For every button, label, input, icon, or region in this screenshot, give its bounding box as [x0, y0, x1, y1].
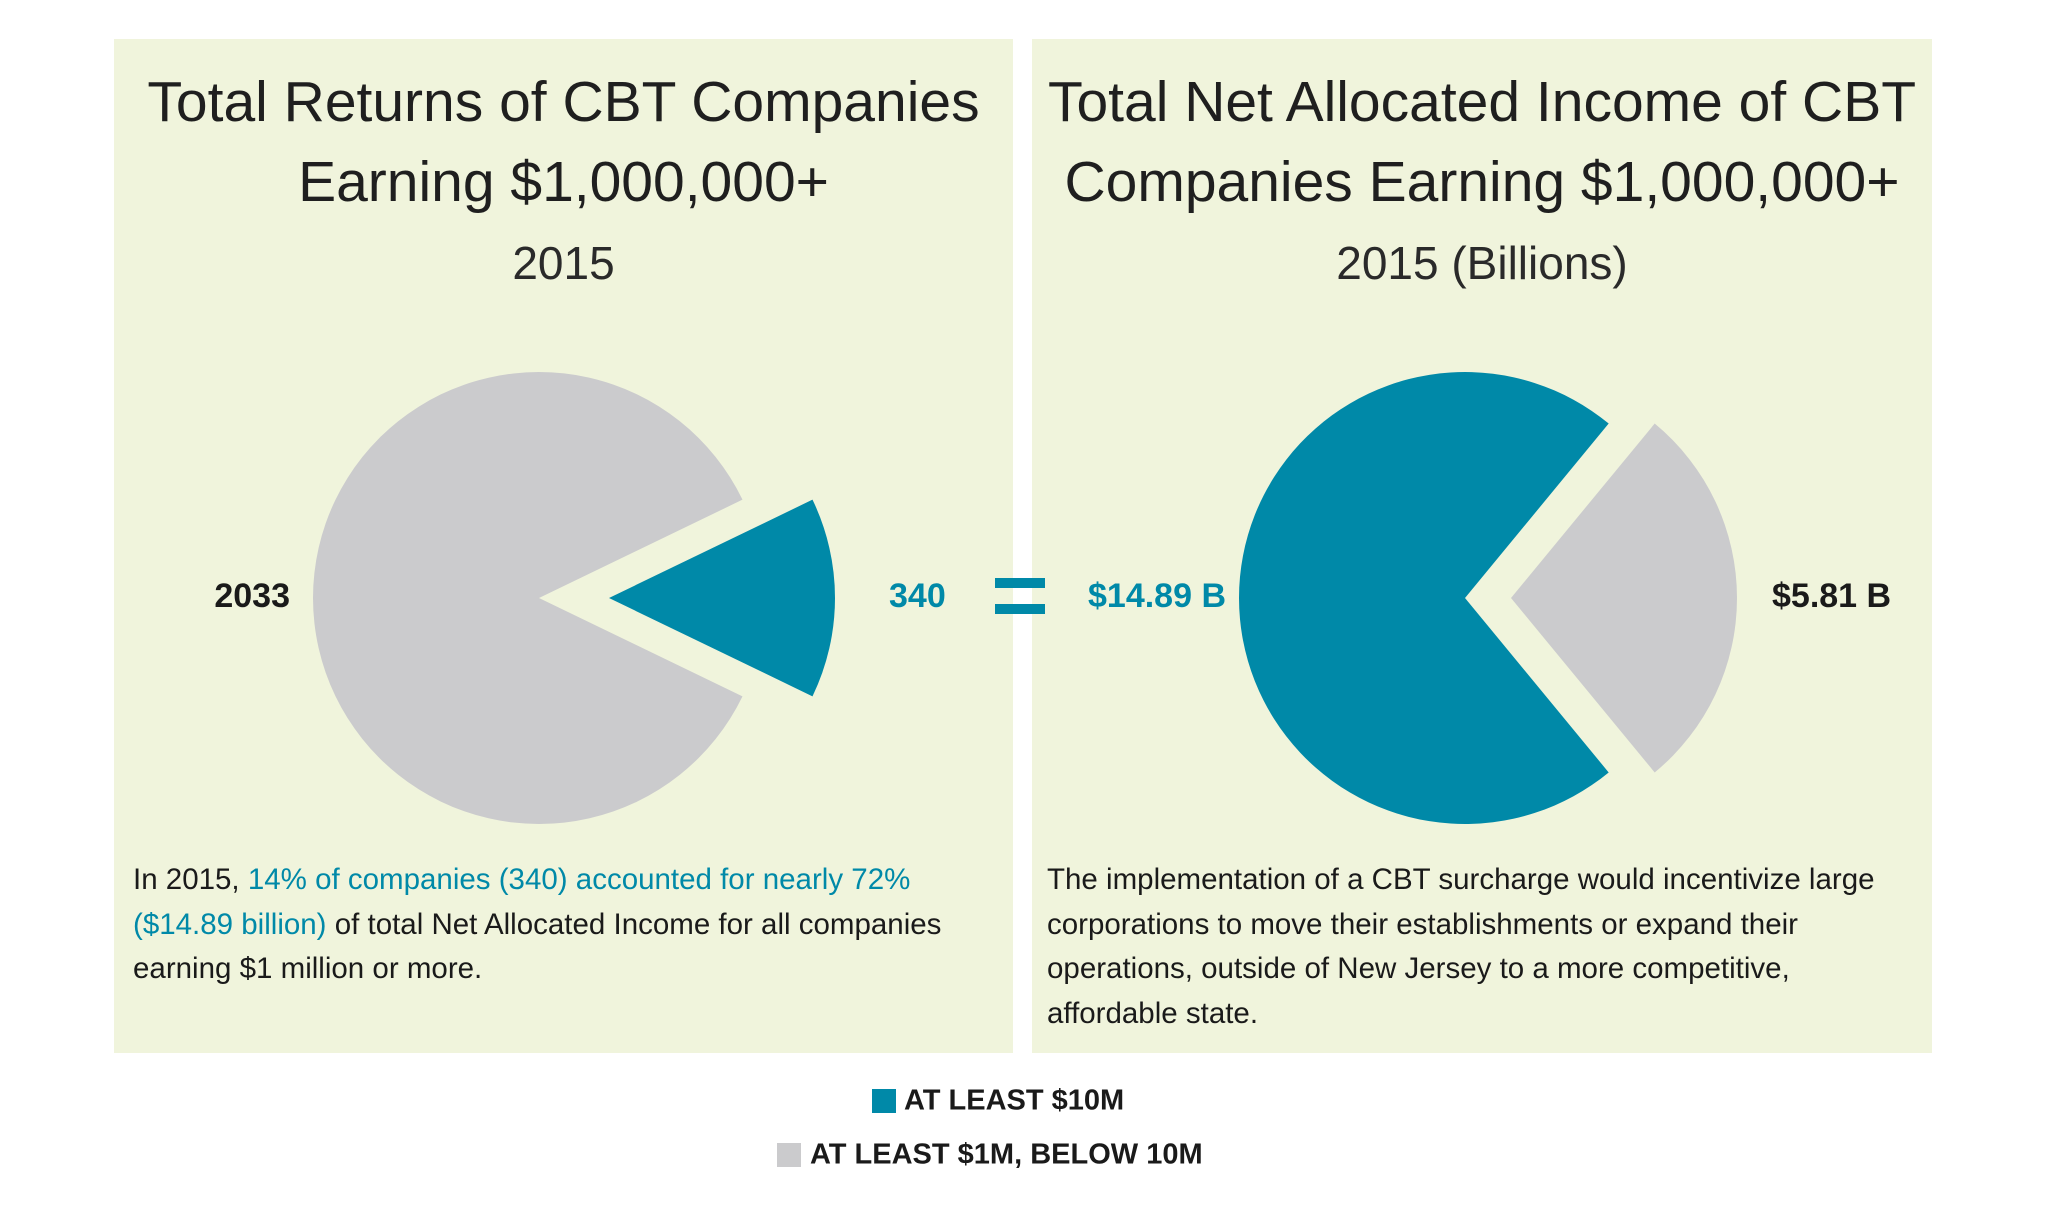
note-text: 14% of companies (340) accounted for nea…: [133, 863, 911, 941]
value-label: $14.89 B: [1088, 577, 1226, 615]
title-line: Total Net Allocated Income of CBT: [1047, 70, 1917, 134]
chart-note: The implementation of a CBT surcharge wo…: [1047, 858, 1909, 1036]
value-label: $5.81 B: [1772, 577, 1891, 615]
chart-subtitle: 2015: [512, 237, 615, 289]
value-label: 340: [889, 577, 946, 615]
title-line: Companies Earning $1,000,000+: [1064, 150, 1900, 214]
pie-slice: [1511, 423, 1737, 773]
pie-slice: [312, 372, 743, 824]
chart-subtitle: 2015 (Billions): [1336, 237, 1628, 289]
legend-swatch: [872, 1089, 896, 1113]
note-text: of total Net Allocated Income for all co…: [133, 907, 942, 986]
note-text: The implementation of a CBT surcharge wo…: [1047, 863, 1875, 1030]
legend-swatch: [777, 1143, 801, 1167]
chart-note: In 2015, 14% of companies (340) accounte…: [133, 858, 995, 992]
pie-slice: [1238, 372, 1609, 824]
value-label: 2033: [214, 577, 290, 615]
title-line: Earning $1,000,000+: [298, 150, 829, 214]
equals-bar: [995, 604, 1045, 614]
title-line: Total Returns of CBT Companies: [147, 70, 980, 134]
chart-title: Total Returns of CBT Companies Earning $1…: [114, 62, 1013, 222]
note-text: In 2015,: [133, 863, 248, 896]
pie-slice: [609, 499, 835, 697]
equals-bar: [995, 578, 1045, 588]
legend-label: AT LEAST $10M: [904, 1085, 1124, 1117]
legend-label: AT LEAST $1M, BELOW 10M: [810, 1139, 1203, 1171]
chart-title: Total Net Allocated Income of CBT Compani…: [1032, 62, 1932, 222]
